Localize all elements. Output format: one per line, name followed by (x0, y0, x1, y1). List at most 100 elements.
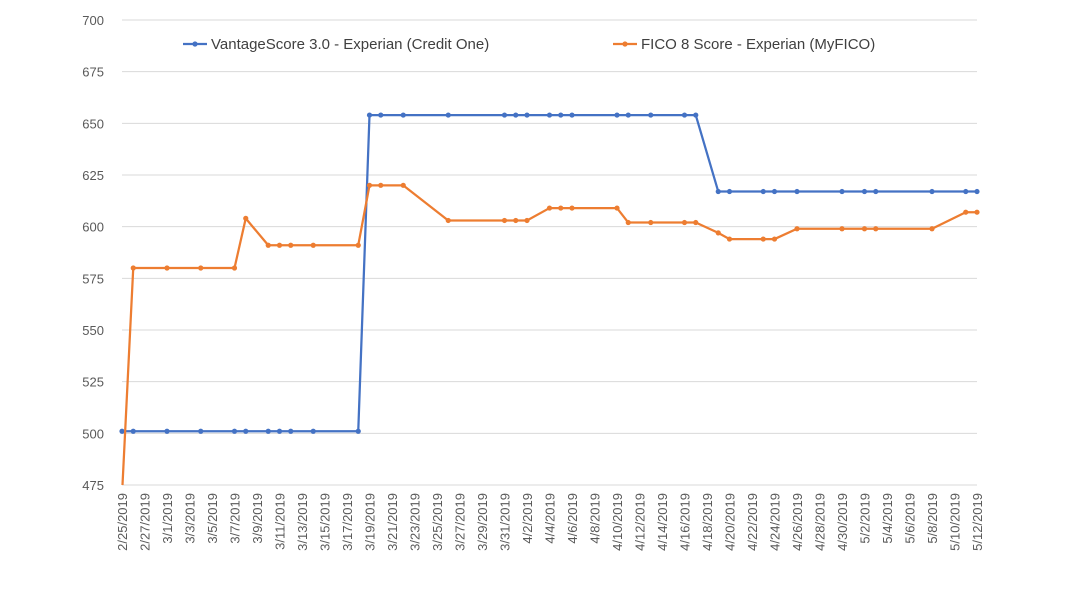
data-point (265, 242, 271, 248)
data-point (164, 265, 170, 271)
y-tick-label: 500 (82, 426, 104, 441)
data-point (929, 226, 935, 232)
data-point (974, 209, 980, 215)
data-point (310, 242, 316, 248)
data-point (715, 230, 721, 236)
data-point (693, 219, 699, 226)
data-point (569, 112, 575, 118)
y-tick-label: 650 (82, 116, 104, 131)
x-tick-label: 4/4/2019 (543, 493, 558, 544)
x-tick-label: 4/6/2019 (565, 493, 580, 544)
data-point (693, 112, 699, 118)
x-tick-label: 4/14/2019 (655, 493, 670, 551)
data-point (794, 188, 800, 195)
data-point (400, 112, 406, 118)
x-tick-label: 4/16/2019 (678, 493, 693, 551)
x-tick-label: 3/29/2019 (475, 493, 490, 551)
data-point (839, 226, 845, 232)
x-tick-label: 3/15/2019 (318, 493, 333, 551)
series-line-0 (122, 113, 977, 433)
data-point (243, 428, 249, 434)
data-point (366, 112, 373, 118)
legend-label: VantageScore 3.0 - Experian (Credit One) (211, 36, 489, 53)
data-point (558, 112, 564, 118)
data-point (288, 428, 294, 434)
data-point (130, 265, 136, 271)
data-point (524, 112, 530, 118)
x-tick-label: 5/8/2019 (925, 493, 940, 544)
x-tick-label: 3/1/2019 (160, 493, 175, 544)
data-point (501, 112, 508, 118)
y-tick-label: 675 (82, 65, 104, 80)
data-point (794, 226, 800, 232)
data-point (873, 188, 879, 195)
x-tick-label: 4/30/2019 (835, 493, 850, 551)
x-tick-label: 4/26/2019 (790, 493, 805, 551)
y-tick-label: 625 (82, 168, 104, 183)
data-point (198, 428, 204, 434)
x-tick-label: 3/21/2019 (385, 493, 400, 551)
data-point (625, 219, 631, 226)
x-tick-label: 5/12/2019 (970, 493, 985, 551)
data-point (648, 219, 654, 226)
x-tick-label: 3/9/2019 (250, 493, 265, 544)
x-tick-label: 4/10/2019 (610, 493, 625, 551)
data-point (243, 215, 249, 221)
data-point (625, 112, 631, 118)
x-tick-label: 4/18/2019 (700, 493, 715, 551)
data-point (288, 242, 294, 248)
data-point (873, 226, 879, 232)
x-tick-label: 3/11/2019 (273, 493, 288, 550)
data-point (558, 205, 564, 211)
data-point (231, 428, 238, 434)
x-tick-label: 3/31/2019 (498, 493, 513, 551)
data-point (501, 217, 508, 224)
x-tick-label: 4/8/2019 (588, 493, 603, 544)
data-point (760, 236, 766, 242)
data-point (839, 188, 845, 195)
data-point (276, 428, 283, 434)
data-point (681, 219, 688, 226)
x-tick-label: 3/5/2019 (205, 493, 220, 544)
data-point (861, 226, 868, 232)
data-point (198, 265, 204, 271)
y-tick-label: 575 (82, 271, 104, 286)
x-tick-label: 3/19/2019 (363, 493, 378, 551)
data-point (513, 217, 519, 224)
x-tick-label: 3/7/2019 (228, 493, 243, 544)
data-point (681, 112, 688, 118)
data-point (445, 112, 451, 118)
x-tick-label: 3/23/2019 (408, 493, 423, 551)
x-tick-label: 3/25/2019 (430, 493, 445, 551)
data-point (614, 205, 620, 211)
x-tick-label: 4/24/2019 (768, 493, 783, 551)
x-tick-label: 3/27/2019 (453, 493, 468, 551)
data-point (963, 188, 969, 195)
data-point (130, 428, 136, 434)
y-tick-label: 700 (82, 13, 104, 28)
data-point (524, 217, 530, 224)
data-point (366, 182, 373, 188)
data-point (164, 428, 170, 434)
data-point (231, 265, 238, 271)
x-tick-label: 3/17/2019 (340, 493, 355, 551)
data-point (310, 428, 316, 434)
y-tick-label: 600 (82, 220, 104, 235)
legend-label: FICO 8 Score - Experian (MyFICO) (641, 36, 875, 53)
data-point (963, 209, 969, 215)
data-point (276, 242, 283, 248)
data-point (929, 188, 935, 195)
x-tick-label: 5/2/2019 (858, 493, 873, 544)
data-point (355, 242, 361, 248)
data-point (400, 182, 406, 188)
x-tick-label: 5/10/2019 (948, 493, 963, 551)
series-line-1 (121, 184, 977, 485)
data-point (861, 188, 868, 195)
data-point (648, 112, 654, 118)
x-tick-label: 5/6/2019 (903, 493, 918, 544)
data-point (726, 236, 733, 242)
x-tick-label: 2/27/2019 (138, 493, 153, 551)
legend-marker (622, 41, 628, 47)
y-tick-label: 475 (82, 478, 104, 493)
